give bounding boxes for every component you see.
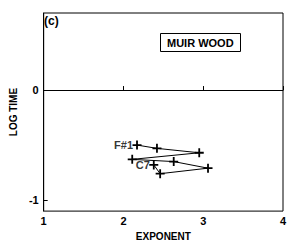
svg-text:F#1: F#1 — [114, 139, 133, 151]
svg-text:3: 3 — [200, 215, 206, 227]
svg-text:C7: C7 — [136, 159, 150, 171]
svg-text:0: 0 — [33, 84, 39, 96]
svg-text:MUIR WOOD: MUIR WOOD — [167, 37, 234, 49]
svg-text:LOG TIME: LOG TIME — [8, 88, 19, 137]
svg-text:1: 1 — [41, 215, 47, 227]
svg-text:-1: -1 — [29, 194, 39, 206]
svg-text:EXPONENT: EXPONENT — [136, 231, 191, 242]
svg-text:4: 4 — [280, 215, 287, 227]
svg-text:(c): (c) — [44, 14, 59, 28]
svg-text:2: 2 — [120, 215, 126, 227]
